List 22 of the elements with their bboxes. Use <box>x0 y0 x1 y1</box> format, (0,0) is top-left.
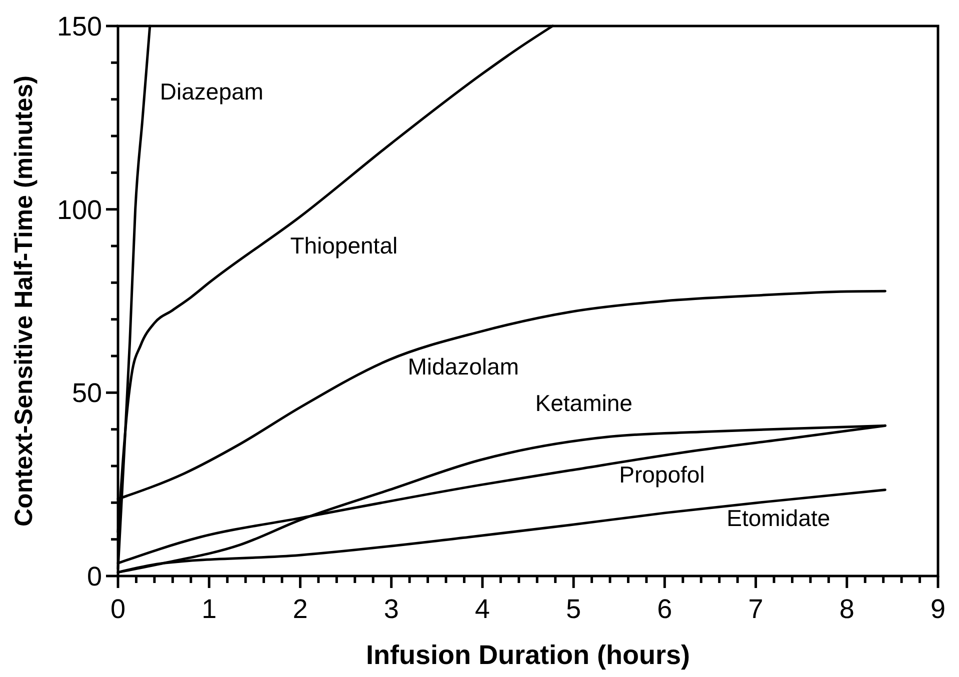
series-label: Etomidate <box>726 505 830 532</box>
x-tick-label: 9 <box>930 594 946 624</box>
x-tick-label: 1 <box>202 594 217 624</box>
y-tick-label: 0 <box>86 561 102 592</box>
series-label: Thiopental <box>290 232 398 258</box>
series-label: Ketamine <box>535 390 632 416</box>
x-tick-label: 5 <box>566 594 582 624</box>
y-tick-label: 100 <box>56 194 102 225</box>
x-tick-label: 2 <box>292 594 308 624</box>
y-tick-label: 50 <box>72 378 102 408</box>
series-label: Propofol <box>619 462 705 488</box>
x-axis-title: Infusion Duration (hours) <box>366 640 690 670</box>
x-tick-label: 0 <box>110 594 126 624</box>
y-axis-title: Context-Sensitive Half-Time (minutes) <box>10 75 38 527</box>
series-label: Diazepam <box>160 78 264 104</box>
x-tick-label: 8 <box>839 594 854 624</box>
x-tick-label: 7 <box>748 594 764 624</box>
x-tick-label: 6 <box>657 594 672 624</box>
x-tick-label: 4 <box>474 594 490 624</box>
x-tick-label: 3 <box>384 594 399 624</box>
series-label: Midazolam <box>408 353 519 380</box>
y-tick-label: 150 <box>56 11 102 42</box>
